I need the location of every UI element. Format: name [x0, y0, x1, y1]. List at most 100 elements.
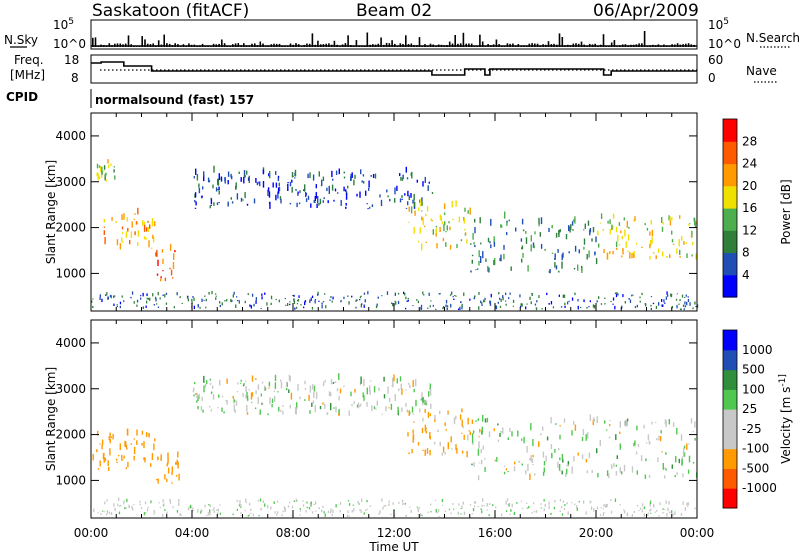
- nsky-bar: [613, 40, 616, 47]
- power-echo-cell: [650, 296, 653, 298]
- velocity-echo-cell: [645, 442, 648, 444]
- power-echo-cell: [285, 304, 287, 306]
- velocity-echo-cell: [686, 502, 688, 506]
- power-echo-cell: [233, 291, 235, 295]
- power-echo-cell: [546, 292, 548, 296]
- power-echo-cell: [679, 249, 681, 255]
- velocity-echo-cell: [532, 463, 534, 466]
- velocity-echo-cell: [399, 376, 402, 382]
- velocity-echo-cell: [413, 388, 415, 393]
- velocity-colorbar-tick: 100: [742, 382, 765, 396]
- velocity-echo-cell: [226, 378, 228, 384]
- velocity-echo-cell: [164, 509, 166, 511]
- velocity-echo-cell: [356, 404, 359, 408]
- velocity-echo-cell: [667, 507, 669, 511]
- velocity-echo-cell: [191, 505, 193, 509]
- power-echo-cell: [494, 258, 496, 265]
- velocity-echo-cell: [369, 380, 372, 382]
- velocity-echo-cell: [276, 500, 279, 503]
- power-echo-cell: [136, 299, 139, 303]
- velocity-echo-cell: [543, 499, 545, 502]
- velocity-echo-cell: [589, 500, 591, 504]
- power-echo-cell: [361, 303, 363, 305]
- velocity-echo-cell: [424, 409, 426, 413]
- power-echo-cell: [490, 293, 492, 298]
- power-echo-cell: [181, 302, 183, 304]
- velocity-echo-cell: [402, 502, 404, 506]
- power-echo-cell: [612, 250, 614, 255]
- velocity-echo-cell: [680, 513, 683, 516]
- velocity-echo-cell: [424, 424, 427, 432]
- velocity-echo-cell: [692, 461, 695, 464]
- power-echo-cell: [260, 308, 262, 309]
- power-echo-cell: [445, 231, 447, 233]
- power-echo-cell: [140, 297, 142, 300]
- velocity-echo-cell: [472, 442, 474, 446]
- velocity-echo-cell: [336, 388, 339, 392]
- power-echo-cell: [397, 300, 400, 305]
- velocity-echo-cell: [240, 379, 242, 382]
- power-echo-cell: [481, 302, 483, 305]
- velocity-echo-cell: [694, 438, 696, 441]
- velocity-echo-cell: [543, 461, 546, 466]
- velocity-echo-cell: [647, 512, 649, 514]
- power-echo-cell: [678, 239, 680, 247]
- velocity-echo-cell: [435, 508, 437, 513]
- velocity-echo-cell: [471, 463, 473, 466]
- velocity-echo-cell: [520, 500, 523, 502]
- velocity-echo-cell: [221, 395, 224, 398]
- power-echo-cell: [205, 298, 207, 302]
- velocity-echo-cell: [200, 509, 202, 512]
- power-echo-cell: [304, 184, 306, 192]
- velocity-echo-cell: [463, 511, 466, 516]
- velocity-echo-cell: [623, 510, 626, 514]
- power-echo-cell: [440, 216, 442, 221]
- power-echo-cell: [521, 245, 524, 250]
- power-echo-cell: [470, 243, 472, 245]
- velocity-echo-cell: [369, 389, 371, 395]
- power-echo-cell: [526, 303, 528, 305]
- power-echo-cell: [481, 304, 483, 306]
- power-echo-cell: [224, 177, 226, 182]
- velocity-echo-cell: [153, 509, 155, 513]
- power-echo-cell: [246, 203, 249, 206]
- nsky-bar: [328, 43, 330, 47]
- velocity-echo-cell: [643, 424, 645, 429]
- power-echo-cell: [641, 292, 643, 296]
- velocity-echo-cell: [505, 500, 507, 505]
- velocity-echo-cell: [211, 385, 214, 389]
- power-echo-cell: [474, 218, 476, 223]
- velocity-echo-cell: [576, 505, 578, 508]
- velocity-echo-cell: [469, 431, 471, 435]
- velocity-echo-cell: [480, 449, 482, 454]
- power-echo-cell: [550, 301, 553, 305]
- power-echo-cell: [322, 176, 325, 181]
- velocity-echo-cell: [686, 443, 688, 450]
- velocity-echo-cell: [585, 434, 587, 441]
- power-echo-cell: [360, 295, 362, 297]
- power-echo-cell: [289, 202, 292, 205]
- velocity-echo-cell: [430, 511, 432, 513]
- power-echo-cell: [389, 198, 391, 202]
- velocity-echo-cell: [208, 504, 210, 506]
- velocity-echo-cell: [563, 508, 566, 511]
- nsky-bar: [92, 37, 94, 47]
- power-echo-cell: [607, 220, 609, 224]
- cpid-value: normalsound (fast) 157: [95, 93, 254, 107]
- power-echo-cell: [159, 297, 161, 300]
- power-echo-cell: [633, 253, 635, 258]
- velocity-echo-cell: [484, 457, 486, 460]
- velocity-echo-cell: [422, 449, 424, 451]
- nsky-bar: [399, 43, 402, 47]
- nsky-bar: [495, 39, 498, 47]
- power-echo-cell: [328, 187, 330, 194]
- power-echo-cell: [219, 304, 221, 308]
- velocity-echo-cell: [619, 467, 621, 473]
- power-echo-cell: [574, 245, 577, 252]
- power-echo-cell: [544, 249, 546, 251]
- power-echo-cell: [208, 180, 211, 183]
- velocity-echo-cell: [398, 388, 400, 391]
- velocity-echo-cell: [351, 509, 353, 513]
- velocity-echo-cell: [662, 511, 664, 514]
